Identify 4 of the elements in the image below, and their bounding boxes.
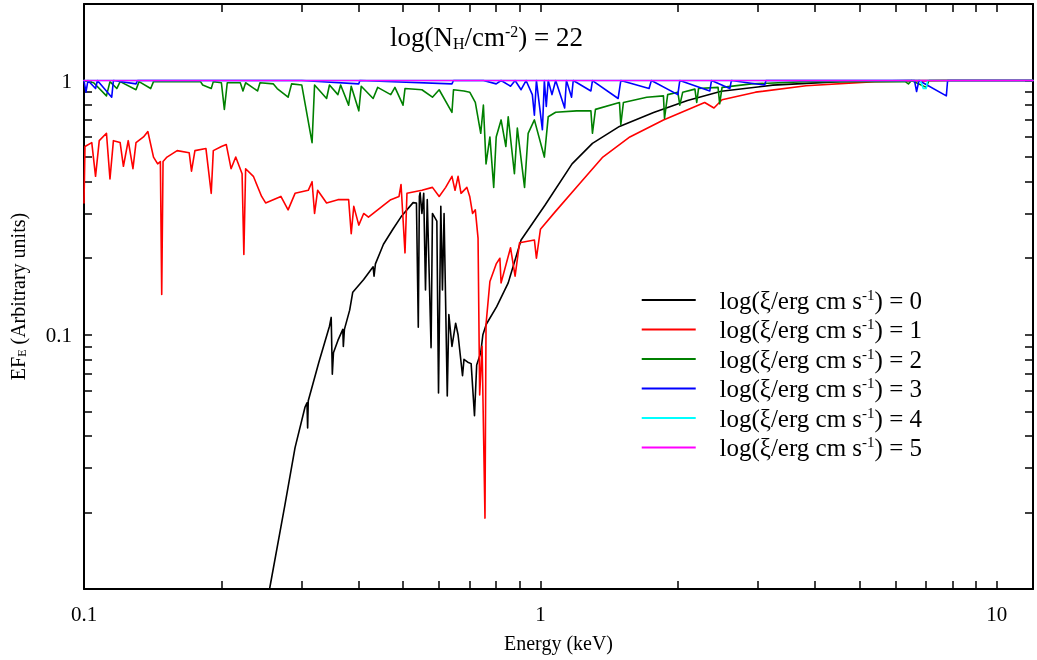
x-tick-label: 10 (986, 601, 1008, 626)
y-axis-title: EFE (Arbitrary units) (7, 212, 30, 381)
x-axis-title: Energy (keV) (503, 632, 614, 655)
text: 0.1 (70, 601, 98, 626)
